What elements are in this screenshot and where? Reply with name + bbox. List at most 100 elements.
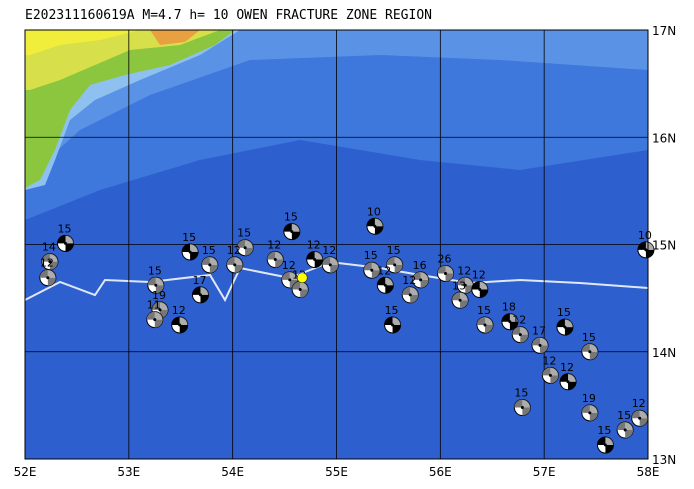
beachball-quadrant — [520, 326, 529, 335]
beachball-quadrant — [190, 244, 199, 253]
depth-label: 19 — [582, 392, 596, 405]
beachball-quadrant — [192, 286, 209, 303]
depth-label: 18 — [502, 301, 516, 314]
depth-label: 10 — [638, 229, 652, 242]
focal-mechanism — [56, 234, 74, 252]
beachball-quadrant — [617, 422, 634, 439]
focal-mechanism — [226, 256, 244, 274]
beachball-quadrant — [631, 410, 648, 427]
beachball-quadrant — [556, 319, 573, 336]
focal-mechanism — [171, 316, 189, 334]
beachball-center — [373, 224, 377, 228]
beachball-quadrant — [479, 281, 488, 290]
beachball-center — [478, 288, 482, 292]
beachball-quadrant — [200, 286, 209, 295]
depth-label: 12 — [402, 274, 416, 287]
beachball-center — [178, 323, 182, 327]
beachball-quadrant — [226, 256, 243, 273]
focal-mechanism — [581, 404, 599, 422]
beachball-quadrant — [512, 326, 529, 343]
focal-mechanism — [266, 251, 284, 269]
beachball-quadrant — [57, 235, 74, 252]
beachball-quadrant — [564, 319, 573, 328]
beachball-quadrant — [146, 311, 163, 328]
focal-mechanism — [559, 373, 577, 391]
beachball-quadrant — [179, 316, 188, 325]
beachball-center — [208, 263, 212, 267]
focal-mechanism — [41, 253, 59, 271]
beachball-quadrant — [306, 251, 323, 268]
beachball-quadrant — [283, 223, 300, 240]
beachball-center — [188, 250, 192, 254]
depth-label: 12 — [632, 397, 646, 410]
beachball-quadrant — [47, 269, 56, 278]
beachball-center — [393, 263, 397, 267]
focal-mechanism — [366, 217, 384, 235]
focal-mechanism — [236, 239, 254, 257]
map-title: E202311160619A M=4.7 h= 10 OWEN FRACTURE… — [25, 8, 432, 23]
beachball-quadrant — [625, 422, 634, 431]
depth-label: 12 — [377, 264, 391, 277]
beachball-quadrant — [289, 271, 298, 280]
beachball-quadrant — [371, 262, 380, 271]
beachball-quadrant — [410, 286, 419, 295]
beachball-quadrant — [384, 316, 401, 333]
beachball-center — [419, 278, 423, 282]
beachball-center — [153, 318, 157, 322]
focal-mechanism — [201, 256, 219, 274]
beachball-quadrant — [201, 256, 218, 273]
beachball-quadrant — [366, 218, 383, 235]
beachball-center — [391, 323, 395, 327]
depth-label: 12 — [172, 304, 186, 317]
focal-mechanism — [616, 421, 634, 439]
beachball-center — [623, 428, 627, 432]
x-tick-label: 54E — [221, 465, 244, 479]
beachball-quadrant — [532, 337, 549, 354]
x-tick-label: 56E — [429, 465, 452, 479]
beachball-quadrant — [151, 301, 168, 318]
depth-label: 12 — [472, 269, 486, 282]
depth-label: 15 — [237, 227, 251, 240]
focal-mechanism — [596, 436, 614, 454]
beachball-quadrant — [484, 316, 493, 325]
beachball-quadrant — [509, 313, 518, 322]
beachball-center — [588, 411, 592, 415]
beachball-quadrant — [385, 277, 394, 286]
x-tick-label: 52E — [14, 465, 37, 479]
beachball-center — [383, 283, 387, 287]
beachball-center — [328, 263, 332, 267]
depth-label: 12 — [560, 361, 574, 374]
beachball-quadrant — [522, 399, 531, 408]
beachball-center — [563, 325, 567, 329]
x-tick-label: 57E — [533, 465, 556, 479]
y-tick-label: 14N — [652, 346, 676, 360]
focal-mechanism — [511, 326, 529, 344]
beachball-quadrant — [589, 343, 598, 352]
depth-label: 12 — [457, 264, 471, 277]
beachball-center — [243, 246, 247, 250]
focal-mechanism — [181, 243, 199, 261]
focal-mechanism — [147, 276, 165, 294]
beachball-quadrant — [540, 337, 549, 346]
depth-label: 15 — [57, 222, 71, 235]
depth-label: 15 — [364, 249, 378, 262]
beachball-quadrant — [476, 316, 493, 333]
beachball-center — [408, 293, 412, 297]
depth-label: 15 — [477, 304, 491, 317]
depth-label: 15 — [617, 409, 631, 422]
focal-mechanism — [531, 336, 549, 354]
beachball-quadrant — [154, 311, 163, 320]
beachball-quadrant — [639, 410, 648, 419]
focal-mechanism — [451, 291, 469, 309]
focal-mechanism — [581, 343, 599, 361]
focal-mechanism — [39, 269, 57, 287]
x-tick-label: 58E — [637, 465, 660, 479]
focal-mechanism — [541, 366, 559, 384]
depth-label: 12 — [542, 354, 556, 367]
focal-mechanism — [476, 316, 494, 334]
beachball-center — [288, 278, 292, 282]
beachball-quadrant — [457, 277, 474, 294]
depth-label: 10 — [367, 205, 381, 218]
beachball-center — [518, 333, 522, 337]
focal-mechanism — [146, 311, 164, 329]
